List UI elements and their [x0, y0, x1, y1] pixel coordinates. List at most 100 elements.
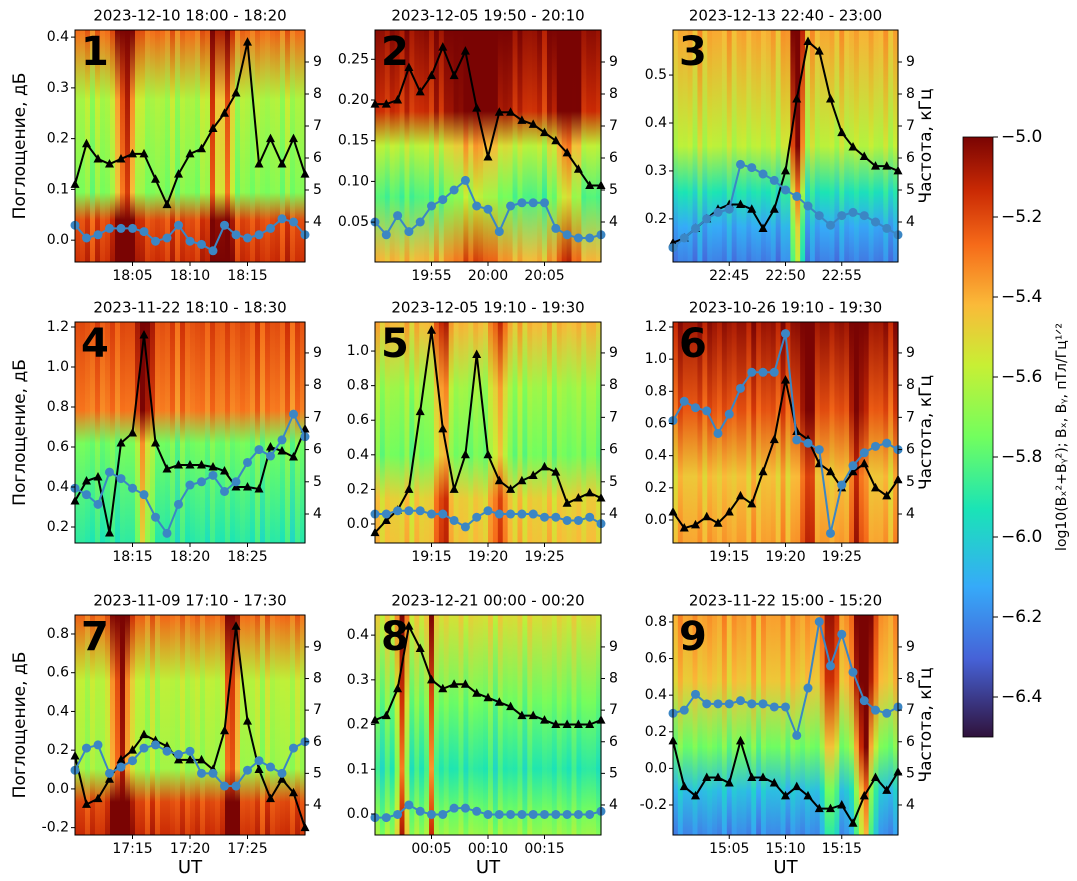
marker: [562, 719, 572, 729]
y2-tick-label: 7: [609, 409, 618, 425]
marker: [781, 702, 790, 712]
spectrogram-cell: [85, 615, 91, 835]
y2-tick-label: 9: [313, 639, 322, 655]
y2-tick-label: 4: [313, 214, 322, 230]
marker: [139, 227, 149, 237]
spectrogram-cell: [453, 322, 460, 543]
spectrogram-cell: [492, 615, 499, 835]
y-tick-label: 0.2: [347, 717, 369, 733]
spectrogram-cell: [707, 615, 713, 835]
marker: [826, 220, 835, 230]
spectrogram-cell: [90, 322, 96, 543]
spectrogram-cell: [839, 615, 845, 835]
spectrogram-cell: [591, 322, 597, 543]
spectrogram-cell: [551, 30, 558, 262]
spectrogram-cell: [790, 30, 796, 262]
spectrogram-cell: [893, 322, 899, 543]
spectrogram-cell: [532, 30, 538, 262]
marker: [882, 490, 892, 500]
y2-tick-label: 7: [609, 118, 618, 134]
spectrogram-cell: [220, 322, 226, 543]
marker: [277, 435, 287, 445]
spectrogram-cell: [389, 615, 396, 835]
marker: [814, 617, 824, 627]
y2-tick-label: 8: [609, 671, 618, 687]
spectrogram-cell: [542, 615, 548, 835]
spectrogram-cell: [731, 322, 738, 543]
spectrogram-cell: [893, 615, 899, 835]
marker: [254, 756, 264, 766]
marker: [826, 94, 835, 103]
marker: [449, 185, 459, 195]
colorbar-tick-label: −5.4: [1001, 287, 1042, 307]
colorbar-label: log10(Bₓ²+Bᵧ²); Bₓ, Bᵧ, пТл/Гц¹ᐟ²: [1054, 323, 1070, 551]
spectrogram-cell: [507, 615, 514, 835]
marker: [702, 406, 712, 416]
spectrogram-cell: [438, 322, 445, 543]
y2-tick-label: 4: [609, 506, 618, 522]
spectrogram-cell: [165, 322, 171, 543]
spectrogram-cell: [551, 322, 558, 543]
x-tick-label: 18:20: [170, 549, 210, 565]
marker: [859, 790, 869, 800]
panel-title: 2023-11-22 18:10 - 18:30: [93, 299, 286, 317]
spectrogram-cell: [275, 322, 281, 543]
spectrogram-cell: [717, 615, 723, 835]
spectrogram-cell: [419, 30, 425, 262]
marker: [289, 452, 298, 461]
spectrogram-cell: [761, 322, 767, 543]
marker: [415, 217, 425, 227]
spectrogram-cell: [844, 30, 850, 262]
spectrogram-cell: [409, 322, 415, 543]
spectrogram-cell: [125, 322, 131, 543]
marker: [702, 699, 712, 709]
marker: [792, 435, 802, 445]
spectrogram-cell: [478, 615, 484, 835]
marker: [573, 233, 583, 243]
spectrogram-cell: [95, 322, 101, 543]
spectrogram-cell: [726, 322, 733, 543]
marker: [713, 207, 723, 217]
spectrogram-cell: [375, 30, 381, 262]
marker: [758, 223, 768, 232]
y-tick-label: 0.8: [47, 626, 69, 642]
spectrogram-cell: [295, 322, 301, 543]
marker: [185, 746, 195, 756]
spectrogram-cell: [115, 322, 121, 543]
spectrogram-cell: [419, 322, 425, 543]
spectrogram-cell: [746, 30, 752, 262]
y2-tick-label: 9: [313, 54, 322, 70]
panel-title: 2023-12-05 19:50 - 20:10: [391, 7, 584, 25]
spectrogram-cell: [270, 322, 276, 543]
marker: [460, 175, 470, 185]
marker: [208, 462, 218, 471]
marker: [769, 175, 779, 185]
x-axis-label: UT: [773, 857, 798, 877]
marker: [151, 236, 160, 246]
y-tick-label: -0.2: [640, 797, 667, 813]
marker: [208, 470, 218, 480]
marker: [848, 818, 858, 827]
x-axis-label: UT: [476, 857, 501, 877]
x-tick-label: 18:10: [170, 268, 210, 284]
spectrogram-cell: [160, 322, 166, 543]
spectrogram-cell: [697, 322, 703, 543]
spectrogram-cell: [150, 615, 156, 835]
marker: [573, 809, 583, 819]
marker: [585, 233, 595, 243]
marker: [93, 472, 103, 481]
marker: [449, 515, 459, 525]
marker: [162, 464, 172, 473]
spectrogram-cell: [687, 30, 694, 262]
marker: [528, 119, 538, 128]
spectrogram-cell: [125, 30, 131, 262]
spectrogram-cell: [433, 30, 440, 262]
marker: [185, 460, 195, 469]
spectrogram-cell: [130, 615, 136, 835]
marker: [243, 233, 252, 243]
spectrogram-cell: [90, 30, 96, 262]
marker: [551, 467, 561, 476]
marker: [139, 330, 149, 339]
spectrogram-cell: [185, 615, 191, 835]
spectrogram-cell: [873, 322, 880, 543]
